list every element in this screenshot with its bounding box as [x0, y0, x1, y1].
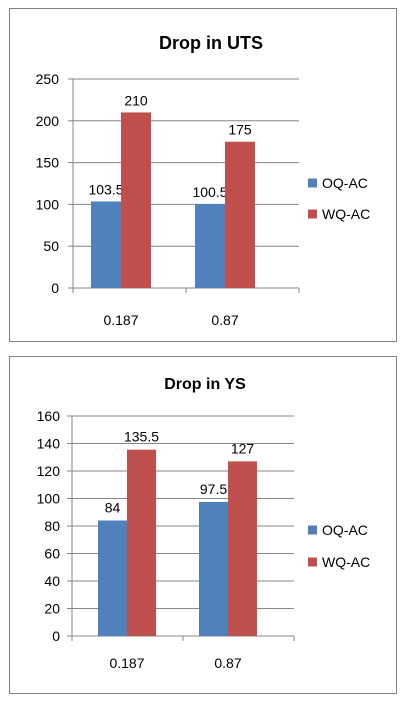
y-tick-label: 140: [37, 436, 61, 452]
bar-oq-ac-0.87: [195, 203, 225, 288]
data-label: 210: [124, 92, 148, 108]
legend-swatch-wq-ac: [308, 557, 317, 567]
data-label: 84: [105, 500, 121, 516]
bar-oq-ac-0.187: [91, 201, 121, 288]
chart-title: Drop in YS: [164, 376, 246, 393]
y-tick-label: 60: [44, 546, 60, 562]
chart-drop-in-ys: Drop in YS 0 20 40 60 80 100 120 140 160 84 97.5 135…: [37, 376, 371, 671]
y-tick-label: 0: [52, 628, 60, 644]
data-label: 127: [231, 440, 255, 456]
legend-label: WQ-AC: [322, 206, 370, 222]
data-label: 135.5: [124, 429, 159, 445]
legend-label: OQ-AC: [322, 522, 368, 538]
bar-wq-ac-0.187: [121, 112, 151, 288]
y-tick-label: 250: [36, 71, 60, 87]
bar-wq-ac-0.87: [225, 141, 255, 288]
y-tick-label: 80: [44, 518, 60, 534]
y-tick-label: 0: [51, 280, 59, 296]
bar-oq-ac-0.187: [98, 520, 127, 636]
x-category-label: 0.187: [109, 655, 144, 671]
legend-label: OQ-AC: [322, 175, 368, 191]
legend-label: WQ-AC: [322, 554, 370, 570]
data-label: 175: [228, 122, 252, 138]
y-tick-label: 120: [37, 463, 61, 479]
y-tick-label: 50: [43, 238, 59, 254]
chart-panel-drop-in-uts: Drop in UTS 0 50 100 150 200 250 103.5 100.5 210 1…: [9, 8, 397, 342]
y-tick-label: 150: [36, 155, 60, 171]
y-tick-label: 100: [37, 491, 61, 507]
data-label: 100.5: [192, 184, 227, 200]
bar-wq-ac-0.87: [228, 461, 257, 636]
y-tick-label: 20: [44, 601, 60, 617]
chart-panel-drop-in-ys: Drop in YS 0 20 40 60 80 100 120 140 160 84 97.5 135…: [9, 356, 397, 694]
data-label: 97.5: [200, 481, 227, 497]
x-category-label: 0.87: [211, 312, 238, 328]
y-tick-label: 200: [36, 113, 60, 129]
y-tick-label: 160: [37, 408, 61, 424]
x-category-label: 0.187: [103, 312, 138, 328]
data-label: 103.5: [88, 181, 123, 197]
legend-swatch-oq-ac: [308, 525, 317, 535]
chart-drop-in-uts: Drop in UTS 0 50 100 150 200 250 103.5 100.5 210 1…: [36, 33, 371, 328]
legend-swatch-oq-ac: [308, 178, 317, 188]
chart-title: Drop in UTS: [159, 33, 263, 53]
bar-oq-ac-0.87: [199, 501, 228, 636]
x-category-label: 0.87: [214, 655, 241, 671]
y-tick-label: 40: [44, 573, 60, 589]
bar-wq-ac-0.187: [127, 449, 156, 636]
legend-swatch-wq-ac: [308, 209, 317, 219]
y-tick-label: 100: [36, 196, 60, 212]
